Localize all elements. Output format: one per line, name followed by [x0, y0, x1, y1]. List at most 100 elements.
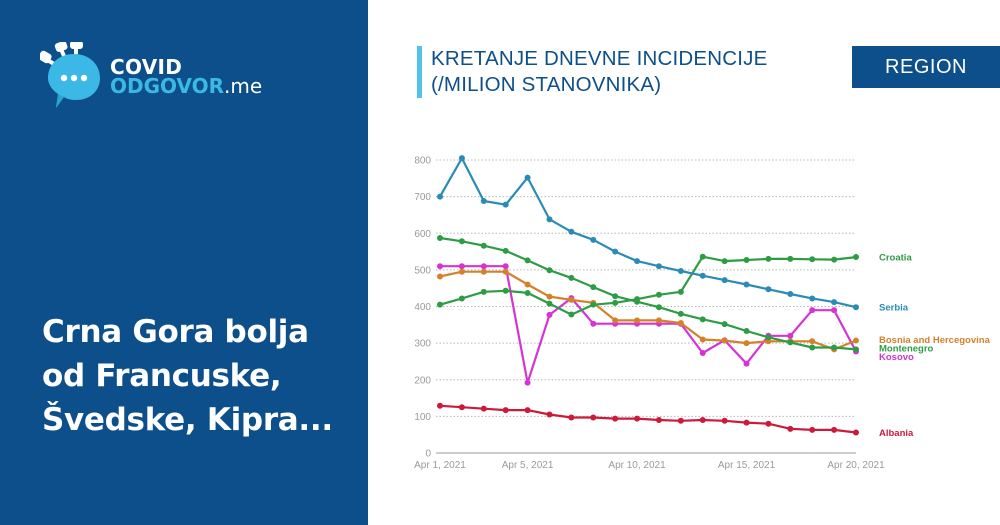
data-point-serbia — [677, 267, 684, 274]
data-point-bosnia-and-hercegovina — [612, 317, 619, 324]
data-point-croatia — [721, 258, 728, 265]
y-tick-label: 600 — [414, 229, 431, 240]
data-point-albania — [809, 426, 816, 433]
data-point-montenegro — [568, 274, 575, 281]
data-point-croatia — [524, 289, 531, 296]
data-point-montenegro — [612, 293, 619, 300]
data-point-montenegro — [787, 339, 794, 346]
data-point-albania — [612, 415, 619, 422]
data-point-albania — [831, 426, 838, 433]
series-line-bosnia-and-hercegovina — [439, 270, 857, 351]
data-point-croatia — [437, 301, 443, 308]
data-point-serbia — [590, 236, 597, 243]
data-point-croatia — [831, 256, 838, 263]
data-point-albania — [655, 417, 662, 424]
data-point-serbia — [743, 281, 750, 288]
data-point-montenegro — [765, 334, 772, 341]
data-point-kosovo — [437, 263, 443, 270]
headline-line-1: Crna Gora bolja — [42, 314, 309, 350]
data-point-kosovo — [546, 311, 553, 318]
headline: Crna Gora bolja od Francuske, Švedske, K… — [42, 310, 362, 442]
data-point-albania — [437, 402, 443, 409]
x-tick-label: Apr 10, 2021 — [608, 460, 666, 471]
data-point-kosovo — [831, 307, 838, 314]
data-point-montenegro — [590, 284, 597, 291]
series-line-kosovo — [440, 265, 857, 384]
data-point-bosnia-and-hercegovina — [677, 319, 684, 326]
data-point-croatia — [546, 300, 553, 307]
logo-text-tld: .me — [224, 74, 263, 98]
data-point-bosnia-and-hercegovina — [437, 273, 443, 280]
data-point-serbia — [612, 248, 619, 255]
data-point-montenegro — [721, 321, 728, 328]
chart-canvas: 0 100 200 300 400 500 600 700 800 Apr 1, 2021 Apr … — [414, 155, 991, 471]
data-point-albania — [677, 417, 684, 424]
data-point-croatia — [590, 301, 597, 308]
data-point-serbia — [787, 291, 794, 298]
data-point-serbia — [721, 277, 728, 284]
x-tick-label: Apr 5, 2021 — [502, 460, 554, 471]
data-point-serbia — [524, 174, 531, 181]
data-point-serbia — [853, 304, 859, 311]
data-point-croatia — [787, 255, 794, 262]
logo-text-covid: COVID — [110, 55, 183, 79]
data-point-albania — [480, 405, 487, 412]
logo[interactable]: COVID ODGOVOR.me — [40, 42, 262, 112]
data-point-montenegro — [809, 344, 816, 351]
data-point-bosnia-and-hercegovina — [458, 268, 465, 275]
data-point-bosnia-and-hercegovina — [655, 317, 662, 324]
data-point-montenegro — [502, 247, 509, 254]
y-tick-label: 200 — [414, 375, 431, 386]
region-button[interactable]: REGION — [852, 46, 1000, 88]
data-point-montenegro — [655, 304, 662, 311]
data-point-bosnia-and-hercegovina — [480, 268, 487, 275]
series-line-albania — [439, 404, 857, 434]
data-point-bosnia-and-hercegovina — [721, 337, 728, 344]
data-point-bosnia-and-hercegovina — [634, 317, 641, 324]
series-label-bosnia-and-hercegovina: Bosnia and Hercegovina — [879, 335, 991, 346]
x-tick-label: Apr 20, 2021 — [827, 460, 885, 471]
data-point-croatia — [699, 253, 706, 260]
data-point-serbia — [546, 216, 553, 223]
left-panel: COVID ODGOVOR.me Crna Gora bolja od Fran… — [0, 0, 368, 525]
data-point-montenegro — [480, 242, 487, 249]
virus-chat-bubble-icon — [40, 42, 100, 108]
chart-title-line-1: KRETANJE DNEVNE INCIDENCIJE — [431, 47, 768, 70]
y-tick-label: 400 — [414, 302, 431, 313]
data-point-kosovo — [787, 332, 794, 339]
chart-title-line-2: (/MILION STANOVNIKA) — [431, 73, 662, 96]
data-point-serbia — [458, 155, 465, 162]
data-point-croatia — [634, 296, 641, 303]
data-point-albania — [721, 417, 728, 424]
data-point-montenegro — [458, 238, 465, 245]
data-point-croatia — [677, 288, 684, 295]
logo-text-odgovor: ODGOVOR — [110, 74, 225, 98]
x-tick-label: Apr 15, 2021 — [718, 460, 776, 471]
y-tick-label: 500 — [414, 265, 431, 276]
series-label-kosovo: Kosovo — [879, 352, 914, 363]
data-point-montenegro — [831, 344, 838, 351]
data-point-kosovo — [590, 320, 597, 327]
data-point-serbia — [699, 272, 706, 279]
data-point-croatia — [568, 311, 575, 318]
data-point-kosovo — [699, 350, 706, 357]
data-point-kosovo — [502, 263, 509, 270]
series-label-croatia: Croatia — [879, 253, 912, 264]
data-point-serbia — [480, 198, 487, 205]
data-point-bosnia-and-hercegovina — [743, 340, 750, 347]
data-point-bosnia-and-hercegovina — [546, 293, 553, 300]
chart-title: KRETANJE DNEVNE INCIDENCIJE (/MILION STA… — [431, 46, 861, 98]
data-point-montenegro — [437, 235, 443, 242]
data-point-albania — [524, 407, 531, 414]
y-tick-label: 800 — [414, 156, 431, 167]
series-line-croatia — [439, 255, 857, 316]
data-point-kosovo — [458, 263, 465, 270]
data-point-serbia — [568, 228, 575, 235]
data-point-albania — [853, 429, 859, 436]
data-point-bosnia-and-hercegovina — [568, 296, 575, 303]
data-point-croatia — [458, 295, 465, 302]
headline-line-2: od Francuske, — [42, 358, 282, 394]
data-point-albania — [590, 414, 597, 421]
data-point-albania — [568, 414, 575, 421]
data-point-serbia — [437, 193, 443, 200]
